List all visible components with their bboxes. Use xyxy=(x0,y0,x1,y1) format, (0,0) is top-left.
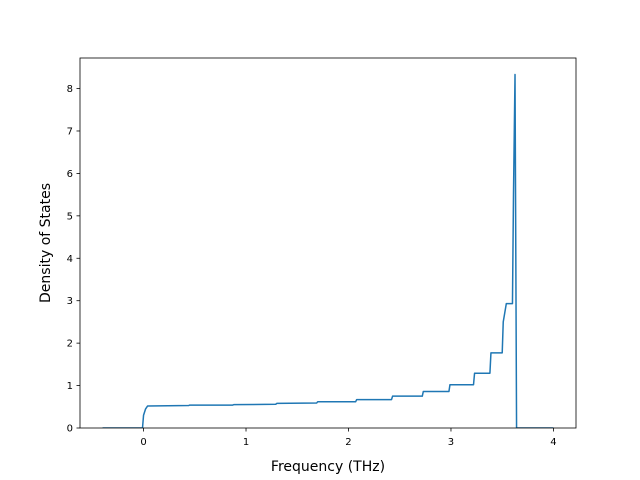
y-tick-label: 7 xyxy=(67,126,73,137)
y-tick-label: 3 xyxy=(67,296,73,307)
y-tick-label: 6 xyxy=(67,169,73,180)
x-tick-label: 1 xyxy=(243,437,249,448)
series-layer xyxy=(102,73,554,428)
series-line-0 xyxy=(102,73,554,428)
plot-area xyxy=(79,57,577,429)
x-tick-label: 3 xyxy=(448,437,454,448)
x-tick-label: 4 xyxy=(550,437,556,448)
x-axis-ticks: 0 1 2 3 4 xyxy=(140,428,557,448)
axes-frame xyxy=(79,57,577,429)
y-tick-label: 2 xyxy=(67,339,73,350)
y-tick-label: 4 xyxy=(67,254,73,265)
y-tick-label: 8 xyxy=(67,84,73,95)
y-tick-label: 0 xyxy=(67,424,73,435)
x-tick-label: 0 xyxy=(140,437,146,448)
x-tick-label: 2 xyxy=(345,437,351,448)
y-tick-label: 5 xyxy=(67,211,73,222)
y-tick-label: 1 xyxy=(67,381,73,392)
x-axis-title: Frequency (THz) xyxy=(271,459,385,475)
y-axis-title: Density of States xyxy=(38,183,54,303)
y-axis-ticks: 0 1 2 3 4 5 6 7 8 xyxy=(67,84,80,435)
